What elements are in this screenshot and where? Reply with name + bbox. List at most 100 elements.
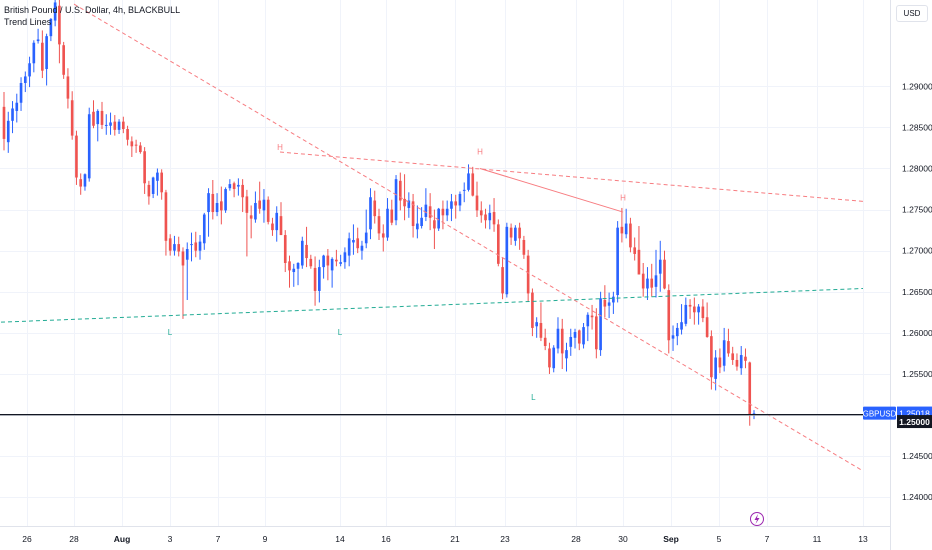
symbol-price-tag[interactable] — [863, 406, 896, 420]
trend-line[interactable] — [279, 151, 864, 202]
candle[interactable] — [45, 33, 48, 86]
candle[interactable] — [168, 234, 172, 256]
candle[interactable] — [232, 181, 236, 198]
candle[interactable] — [373, 190, 377, 224]
candle[interactable] — [292, 263, 296, 287]
candle[interactable] — [484, 208, 487, 229]
candle[interactable] — [279, 202, 283, 236]
candle[interactable] — [318, 259, 321, 303]
candle[interactable] — [603, 285, 607, 318]
candle[interactable] — [283, 230, 287, 273]
candle[interactable] — [271, 217, 274, 236]
candle[interactable] — [352, 224, 355, 255]
candle[interactable] — [577, 329, 581, 351]
candle[interactable] — [505, 222, 509, 298]
candle[interactable] — [134, 139, 138, 153]
trend-line[interactable] — [0, 287, 864, 323]
candle[interactable] — [697, 304, 700, 325]
candle[interactable] — [744, 348, 747, 369]
candle[interactable] — [305, 226, 308, 268]
candle[interactable] — [296, 262, 300, 286]
candle[interactable] — [6, 111, 10, 153]
candle[interactable] — [288, 255, 291, 288]
candle[interactable] — [117, 119, 121, 134]
candle[interactable] — [667, 284, 671, 354]
candle[interactable] — [62, 41, 65, 79]
candle[interactable] — [356, 227, 360, 254]
candle[interactable] — [190, 232, 193, 262]
candle[interactable] — [509, 223, 513, 245]
candle[interactable] — [671, 325, 675, 351]
candle[interactable] — [104, 114, 108, 135]
candle[interactable] — [11, 101, 14, 134]
candle[interactable] — [552, 345, 556, 373]
candle[interactable] — [607, 292, 611, 319]
candle[interactable] — [714, 350, 717, 391]
candle[interactable] — [275, 206, 279, 242]
candle[interactable] — [258, 181, 262, 214]
candle[interactable] — [130, 136, 134, 157]
candle[interactable] — [522, 235, 526, 259]
candle[interactable] — [693, 297, 696, 325]
candle[interactable] — [15, 93, 19, 123]
candle[interactable] — [126, 125, 129, 146]
candle[interactable] — [185, 242, 189, 300]
candle[interactable] — [573, 328, 577, 349]
candle[interactable] — [526, 249, 530, 302]
candle[interactable] — [339, 254, 342, 267]
candle[interactable] — [735, 353, 739, 371]
candle[interactable] — [347, 232, 351, 267]
candle[interactable] — [739, 346, 743, 375]
candle[interactable] — [680, 304, 683, 335]
candle[interactable] — [202, 212, 206, 250]
candle[interactable] — [19, 77, 23, 111]
candle[interactable] — [688, 299, 692, 319]
candle[interactable] — [467, 164, 470, 192]
candle[interactable] — [83, 173, 87, 191]
candle[interactable] — [556, 317, 560, 354]
candle[interactable] — [198, 235, 202, 260]
candle[interactable] — [705, 302, 709, 338]
candle[interactable] — [58, 0, 61, 64]
candle[interactable] — [245, 189, 249, 257]
candle[interactable] — [624, 208, 628, 239]
candle[interactable] — [560, 318, 564, 370]
candle[interactable] — [633, 237, 637, 261]
candle[interactable] — [109, 112, 112, 135]
candle[interactable] — [147, 180, 151, 205]
candle[interactable] — [398, 172, 402, 211]
indicator-label[interactable]: Trend Lines — [4, 17, 52, 27]
candle[interactable] — [237, 178, 240, 196]
candle[interactable] — [590, 304, 594, 330]
candle[interactable] — [450, 193, 453, 222]
candle[interactable] — [322, 254, 325, 279]
candle[interactable] — [79, 173, 83, 195]
candle[interactable] — [96, 109, 100, 142]
candle[interactable] — [381, 224, 385, 252]
candle[interactable] — [300, 236, 304, 269]
candle[interactable] — [335, 249, 338, 267]
candle[interactable] — [663, 250, 666, 290]
candle[interactable] — [582, 322, 585, 349]
candle[interactable] — [207, 188, 210, 237]
candle[interactable] — [309, 254, 313, 269]
candle[interactable] — [254, 191, 257, 223]
candle[interactable] — [211, 179, 215, 220]
candle[interactable] — [543, 328, 547, 351]
candle[interactable] — [496, 219, 500, 267]
candle[interactable] — [658, 240, 662, 292]
candle[interactable] — [595, 308, 598, 359]
candle[interactable] — [727, 328, 730, 357]
candle[interactable] — [514, 225, 517, 246]
candle[interactable] — [629, 217, 632, 253]
candle[interactable] — [224, 187, 227, 213]
candle[interactable] — [424, 188, 428, 222]
candle[interactable] — [53, 0, 57, 27]
candle[interactable] — [701, 299, 705, 323]
candle[interactable] — [599, 291, 602, 356]
candle[interactable] — [66, 68, 70, 109]
candle[interactable] — [249, 205, 253, 239]
candle[interactable] — [360, 240, 364, 260]
candle[interactable] — [722, 327, 726, 372]
candle[interactable] — [194, 231, 198, 258]
